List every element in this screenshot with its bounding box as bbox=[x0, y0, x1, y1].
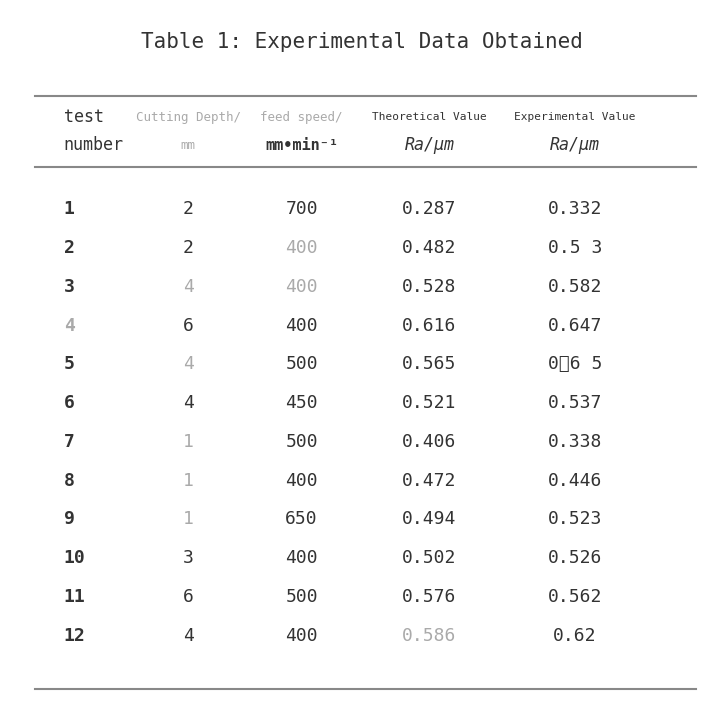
Text: 0.446: 0.446 bbox=[548, 471, 602, 489]
Text: 0.582: 0.582 bbox=[548, 278, 602, 296]
Text: 0.502: 0.502 bbox=[403, 550, 457, 567]
Text: 0.406: 0.406 bbox=[403, 433, 457, 451]
Text: 2: 2 bbox=[64, 239, 75, 257]
Text: 9: 9 bbox=[64, 510, 75, 529]
Text: 0.647: 0.647 bbox=[548, 316, 602, 334]
Text: Theoretical Value: Theoretical Value bbox=[372, 112, 487, 122]
Text: 0.616: 0.616 bbox=[403, 316, 457, 334]
Text: 400: 400 bbox=[285, 278, 318, 296]
Text: 650: 650 bbox=[285, 510, 318, 529]
Text: 6: 6 bbox=[182, 316, 193, 334]
Text: 1: 1 bbox=[182, 433, 193, 451]
Text: Cutting Depth/: Cutting Depth/ bbox=[135, 111, 240, 124]
Text: feed speed/: feed speed/ bbox=[261, 111, 343, 124]
Text: 2: 2 bbox=[182, 239, 193, 257]
Text: mm•min⁻¹: mm•min⁻¹ bbox=[265, 138, 338, 153]
Text: 0.565: 0.565 bbox=[403, 355, 457, 374]
Text: 1: 1 bbox=[182, 471, 193, 489]
Text: Table 1: Experimental Data Obtained: Table 1: Experimental Data Obtained bbox=[141, 33, 583, 52]
Text: 0.472: 0.472 bbox=[403, 471, 457, 489]
Text: 0.523: 0.523 bbox=[548, 510, 602, 529]
Text: 1: 1 bbox=[182, 510, 193, 529]
Text: 400: 400 bbox=[285, 627, 318, 644]
Text: Ra/μm: Ra/μm bbox=[405, 136, 455, 154]
Text: 0.5 3: 0.5 3 bbox=[548, 239, 602, 257]
Text: 0.528: 0.528 bbox=[403, 278, 457, 296]
Text: 450: 450 bbox=[285, 394, 318, 412]
Text: 0.494: 0.494 bbox=[403, 510, 457, 529]
Text: 700: 700 bbox=[285, 201, 318, 219]
Text: 1: 1 bbox=[64, 201, 75, 219]
Text: 0.338: 0.338 bbox=[548, 433, 602, 451]
Text: 0．6 5: 0．6 5 bbox=[548, 355, 602, 374]
Text: 0.521: 0.521 bbox=[403, 394, 457, 412]
Text: 500: 500 bbox=[285, 588, 318, 606]
Text: 7: 7 bbox=[64, 433, 75, 451]
Text: 8: 8 bbox=[64, 471, 75, 489]
Text: mm: mm bbox=[180, 139, 195, 152]
Text: Experimental Value: Experimental Value bbox=[514, 112, 636, 122]
Text: 0.526: 0.526 bbox=[548, 550, 602, 567]
Text: 4: 4 bbox=[182, 278, 193, 296]
Text: 4: 4 bbox=[182, 355, 193, 374]
Text: 0.586: 0.586 bbox=[403, 627, 457, 644]
Text: 400: 400 bbox=[285, 316, 318, 334]
Text: 4: 4 bbox=[64, 316, 75, 334]
Text: 400: 400 bbox=[285, 550, 318, 567]
Text: 3: 3 bbox=[182, 550, 193, 567]
Text: 0.482: 0.482 bbox=[403, 239, 457, 257]
Text: 3: 3 bbox=[64, 278, 75, 296]
Text: number: number bbox=[64, 136, 124, 154]
Text: 4: 4 bbox=[182, 627, 193, 644]
Text: 10: 10 bbox=[64, 550, 85, 567]
Text: 0.62: 0.62 bbox=[553, 627, 597, 644]
Text: 400: 400 bbox=[285, 239, 318, 257]
Text: Ra/μm: Ra/μm bbox=[550, 136, 600, 154]
Text: 400: 400 bbox=[285, 471, 318, 489]
Text: test: test bbox=[64, 108, 104, 126]
Text: 12: 12 bbox=[64, 627, 85, 644]
Text: 6: 6 bbox=[182, 588, 193, 606]
Text: 6: 6 bbox=[64, 394, 75, 412]
Text: 2: 2 bbox=[182, 201, 193, 219]
Text: 0.562: 0.562 bbox=[548, 588, 602, 606]
Text: 4: 4 bbox=[182, 394, 193, 412]
Text: 0.576: 0.576 bbox=[403, 588, 457, 606]
Text: 11: 11 bbox=[64, 588, 85, 606]
Text: 5: 5 bbox=[64, 355, 75, 374]
Text: 500: 500 bbox=[285, 433, 318, 451]
Text: 0.287: 0.287 bbox=[403, 201, 457, 219]
Text: 500: 500 bbox=[285, 355, 318, 374]
Text: 0.332: 0.332 bbox=[548, 201, 602, 219]
Text: 0.537: 0.537 bbox=[548, 394, 602, 412]
